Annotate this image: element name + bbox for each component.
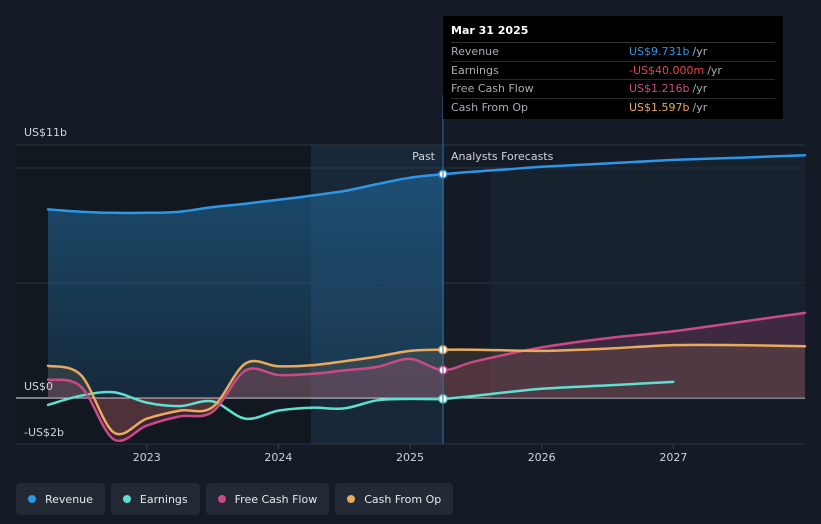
forecast-label: Analysts Forecasts [451,150,554,163]
x-tick-label: 2023 [133,451,161,464]
chart-legend: Revenue Earnings Free Cash Flow Cash Fro… [16,483,454,515]
legend-free-cash-flow[interactable]: Free Cash Flow [205,483,330,515]
x-tick-label: 2027 [659,451,687,464]
financial-chart: US$11b US$0 -US$2b Past Analysts Forecas… [16,95,807,464]
tooltip-label: Free Cash Flow [451,82,534,95]
revenue-area [48,174,444,398]
tooltip-unit: /yr [692,82,708,95]
legend-earnings[interactable]: Earnings [110,483,200,515]
legend-label: Earnings [139,492,188,506]
y-label-bottom: -US$2b [24,426,64,439]
y-label-zero: US$0 [24,380,53,393]
series-areas [48,155,805,441]
tooltip-label: Revenue [451,45,499,58]
line-revenue [46,154,807,215]
tooltip-unit: /yr [692,45,708,58]
tooltip-row-cash-from-op: Cash From Op US$1.597b /yr [451,99,775,117]
legend-dot-icon [347,495,356,503]
tooltip-label: Cash From Op [451,100,529,114]
legend-dot-icon [28,495,36,503]
tooltip-unit: /yr [707,63,722,77]
line-cash-from-op [46,343,807,436]
legend-label: Cash From Op [364,492,442,506]
past-label: Past [412,150,436,163]
tooltip-value: US$9.731b [629,45,690,58]
tooltip-value: US$1.216b [629,82,690,95]
y-label-top: US$11b [24,126,67,139]
tooltip-unit: /yr [692,100,708,114]
legend-label: Free Cash Flow [234,492,318,506]
legend-revenue[interactable]: Revenue [16,483,105,515]
legend-dot-icon [122,495,131,503]
legend-label: Revenue [45,492,93,506]
legend-cash-from-op[interactable]: Cash From Op [335,483,454,515]
series-lines [46,154,807,443]
area-cash-from-op [48,344,805,435]
tooltip-row-free-cash-flow: Free Cash Flow US$1.216b /yr [451,80,775,99]
tooltip-value: US$1.597b [629,100,690,114]
tooltip-label: Earnings [451,63,499,77]
tooltip-value: -US$40.000m [629,63,705,77]
line-earnings [46,380,675,421]
x-tick-label: 2024 [264,451,292,464]
tooltip-row-revenue: Revenue US$9.731b /yr [451,43,775,62]
legend-dot-icon [217,495,226,503]
tooltip-row-earnings: Earnings -US$40.000m /yr [451,62,775,80]
tooltip-date: Mar 31 2025 [451,22,775,43]
x-axis-ticks: 2023 2024 2025 2026 2027 [133,444,687,464]
hover-tooltip: Mar 31 2025 Revenue US$9.731b /yr Earnin… [443,16,783,119]
x-tick-label: 2025 [396,451,424,464]
line-free-cash-flow [46,311,807,443]
x-tick-label: 2026 [528,451,556,464]
area-free-cash-flow [48,312,805,441]
